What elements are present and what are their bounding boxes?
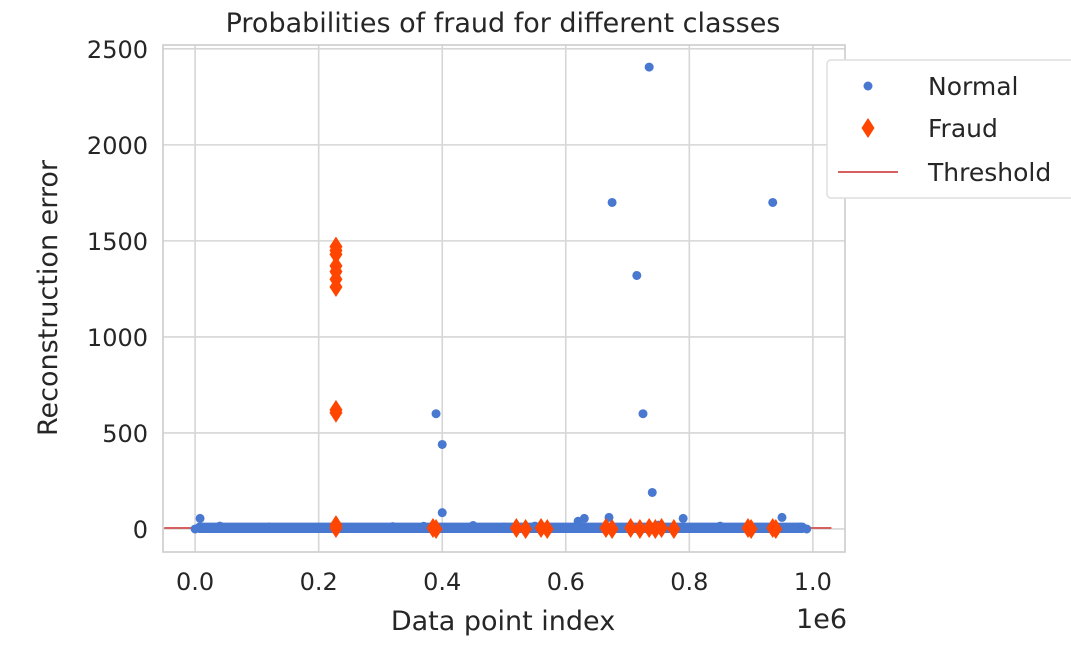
normal-point xyxy=(678,513,688,523)
fraud-point xyxy=(540,518,554,539)
legend-marker xyxy=(861,118,875,138)
fraud-point xyxy=(329,515,343,536)
x-tick-label: 0.6 xyxy=(547,568,585,596)
fraud-point xyxy=(509,517,523,538)
normal-point xyxy=(579,513,589,523)
legend-label: Threshold xyxy=(927,158,1051,187)
normal-point xyxy=(437,508,447,518)
normal-point xyxy=(190,524,200,534)
fraud-point xyxy=(769,518,783,539)
y-tick-label: 2500 xyxy=(87,36,148,64)
normal-point xyxy=(802,524,812,534)
legend-marker xyxy=(863,81,873,91)
x-tick-label: 0.8 xyxy=(670,568,708,596)
y-tick-label: 1500 xyxy=(87,228,148,256)
x-tick-label: 0.0 xyxy=(176,568,214,596)
normal-series xyxy=(190,62,812,534)
x-tick-label: 1.0 xyxy=(794,568,832,596)
legend-item-normal: Normal xyxy=(863,72,1018,101)
fraud-series xyxy=(329,236,783,539)
grid xyxy=(163,45,845,552)
chart-title: Probabilities of fraud for different cla… xyxy=(226,8,781,39)
normal-point xyxy=(768,197,778,207)
y-axis-label: Reconstruction error xyxy=(33,159,64,436)
normal-point xyxy=(499,522,509,532)
normal-point xyxy=(638,409,648,419)
normal-point xyxy=(314,522,324,532)
legend-label: Fraud xyxy=(928,114,998,143)
legend-box xyxy=(826,59,1071,199)
normal-point xyxy=(777,512,787,522)
fraud-point xyxy=(329,402,343,423)
normal-point xyxy=(468,520,478,530)
normal-point xyxy=(419,521,429,531)
normal-point xyxy=(647,487,657,497)
fraud-point xyxy=(519,518,533,539)
x-tick-label: 0.4 xyxy=(423,568,461,596)
x-tick-label: 0.2 xyxy=(300,568,338,596)
y-tick-label: 0 xyxy=(133,516,148,544)
y-tick-label: 1000 xyxy=(87,324,148,352)
normal-point xyxy=(215,521,225,531)
normal-point xyxy=(632,270,642,280)
fraud-point xyxy=(624,517,638,538)
fraud-point xyxy=(667,518,681,539)
fraud-point xyxy=(744,518,758,539)
y-axis-ticks: 0 500 1000 1500 2000 2500 xyxy=(87,36,148,544)
normal-point xyxy=(437,439,447,449)
fraud-point xyxy=(605,518,619,539)
x-axis-offset-label: 1e6 xyxy=(796,604,847,635)
fraud-point xyxy=(633,518,647,539)
fraud-point xyxy=(329,276,343,297)
normal-point xyxy=(195,513,205,523)
normal-point xyxy=(431,409,441,419)
plot-frame xyxy=(162,44,846,553)
normal-point xyxy=(264,522,274,532)
normal-point xyxy=(644,62,654,72)
y-tick-label: 2000 xyxy=(87,132,148,160)
legend-item-fraud: Fraud xyxy=(861,114,998,143)
normal-point xyxy=(715,521,725,531)
normal-point xyxy=(388,522,398,532)
fraud-point xyxy=(429,518,443,539)
y-tick-label: 500 xyxy=(102,420,148,448)
normal-point xyxy=(607,197,617,207)
x-axis-label: Data point index xyxy=(391,606,615,637)
x-axis-ticks: 0.0 0.2 0.4 0.6 0.8 1.0 xyxy=(176,568,832,596)
fraud-point xyxy=(655,517,669,538)
fraud-point xyxy=(329,244,343,265)
legend: Normal Fraud Threshold xyxy=(826,59,1071,199)
legend-item-threshold: Threshold xyxy=(838,158,1051,187)
legend-label: Normal xyxy=(928,72,1018,101)
